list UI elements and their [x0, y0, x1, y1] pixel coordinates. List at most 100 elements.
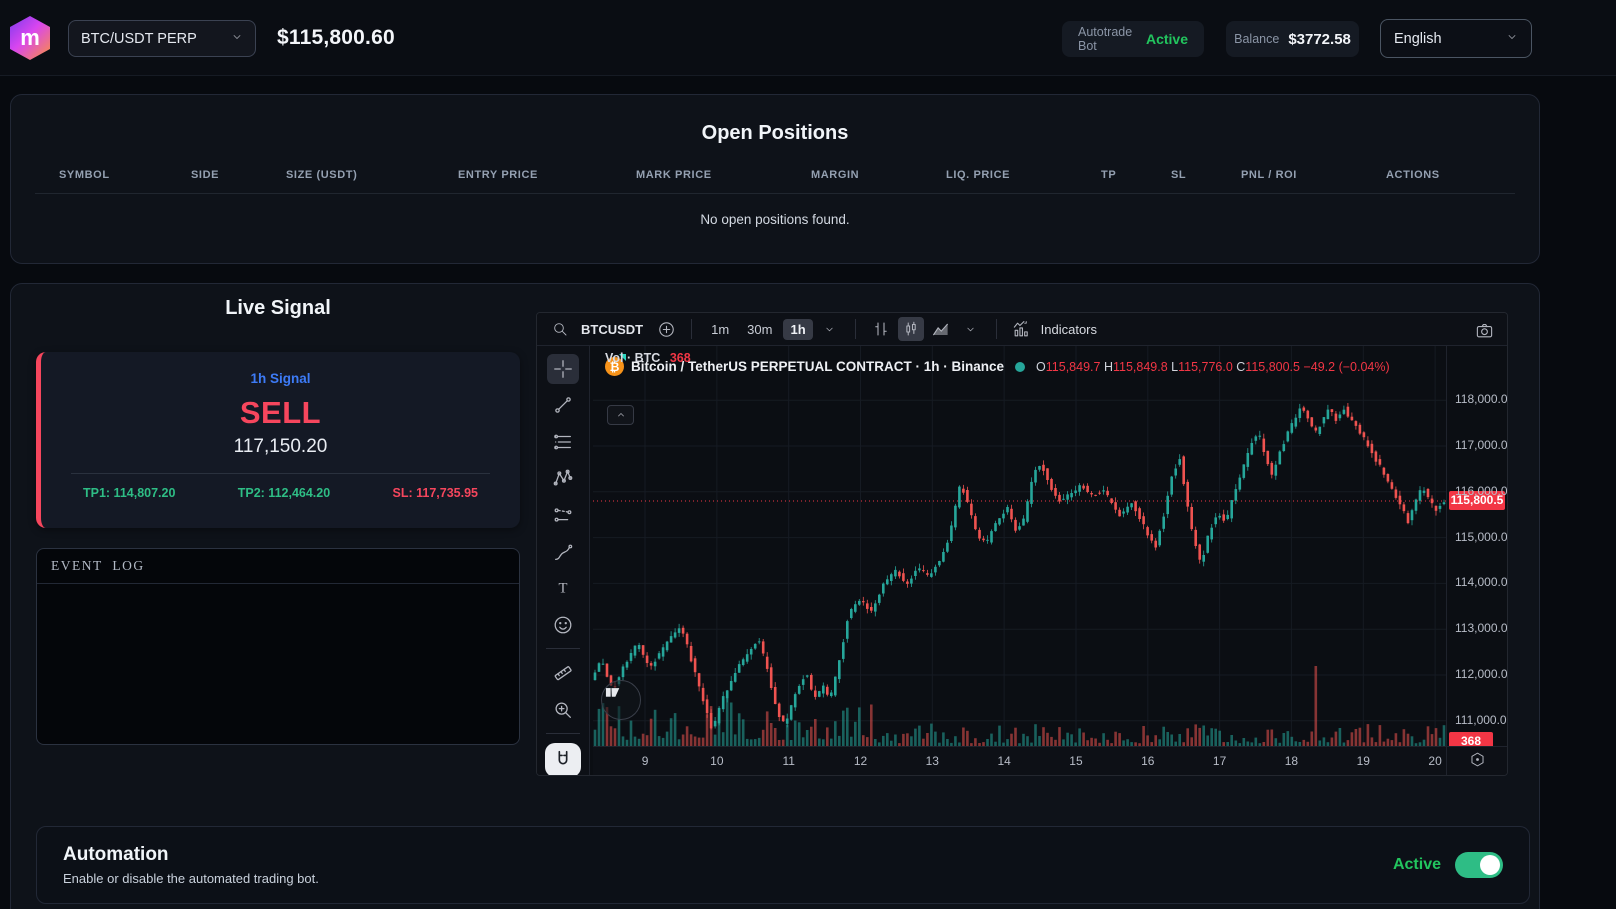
drawing-tool-rail: T: [537, 346, 590, 775]
svg-text:T: T: [559, 581, 568, 597]
style-menu-icon[interactable]: [958, 317, 984, 341]
take-profit-1: TP1: 114,807.20: [83, 486, 176, 500]
indicators-icon[interactable]: [1009, 317, 1035, 341]
app-header: m BTC/USDT PERP $115,800.60 Autotrade Bo…: [0, 0, 1616, 76]
price-axis-label: 114,000.0: [1455, 575, 1508, 590]
xabcd-pattern-tool-icon[interactable]: [547, 464, 579, 494]
ohlc-change-value: −49.2 (−0.04%): [1303, 359, 1390, 374]
candlestick-chart: [593, 346, 1446, 746]
balance-pill: Balance $3772.58: [1226, 21, 1359, 57]
logo-letter: m: [20, 25, 40, 50]
event-log-title: EVENT LOG: [37, 549, 519, 584]
time-axis-label: 19: [1356, 754, 1370, 768]
language-selector[interactable]: English: [1380, 19, 1532, 58]
autotrade-label: Autotrade Bot: [1078, 25, 1133, 53]
open-positions-panel: Open Positions SYMBOL SIDE SIZE (USDT) E…: [10, 94, 1540, 264]
live-signal-title: Live Signal: [225, 297, 331, 319]
automation-title: Automation: [63, 844, 169, 865]
price-axis-label: 113,000.0: [1455, 621, 1508, 636]
time-axis-label: 12: [853, 754, 868, 768]
signal-action: SELL: [239, 395, 322, 430]
zoom-in-tool-icon[interactable]: [547, 695, 579, 725]
event-log-panel: EVENT LOG: [36, 548, 520, 745]
emoji-tool-icon[interactable]: [547, 610, 579, 640]
automation-toggle[interactable]: [1455, 852, 1503, 878]
time-axis-label: 17: [1212, 754, 1227, 768]
col-sl: SL: [1171, 169, 1187, 181]
timeframe-1h[interactable]: 1h: [783, 318, 813, 340]
timeframe-30m[interactable]: 30m: [747, 321, 773, 337]
col-size: SIZE (USDT): [286, 169, 358, 181]
app-logo: m: [10, 16, 50, 60]
time-axis-label: 10: [710, 754, 724, 768]
current-price: $115,800.60: [277, 26, 395, 49]
area-style-icon[interactable]: [928, 317, 954, 341]
indicators-label[interactable]: Indicators: [1040, 321, 1098, 337]
bars-style-icon[interactable]: [868, 317, 894, 341]
timeframe-1m[interactable]: 1m: [711, 321, 730, 337]
col-symbol: SYMBOL: [59, 169, 110, 181]
ohlc-high-label: H: [1103, 359, 1113, 374]
toggle-knob: [1480, 855, 1500, 875]
chevron-down-icon: [1506, 31, 1518, 47]
positions-table-header: SYMBOL SIDE SIZE (USDT) ENTRY PRICE MARK…: [11, 169, 1539, 181]
automation-text: Automation Enable or disable the automat…: [63, 844, 319, 886]
volume-value: 368: [669, 351, 691, 365]
automation-description: Enable or disable the automated trading …: [63, 871, 319, 886]
autotrade-status-pill: Autotrade Bot Active: [1062, 21, 1204, 57]
chart-symbol[interactable]: BTCUSDT: [581, 321, 644, 337]
take-profit-2: TP2: 112,464.20: [237, 486, 331, 500]
screenshot-camera-icon[interactable]: [1471, 318, 1497, 342]
signal-card: 1h Signal SELL 117,150.20 TP1: 114,807.2…: [36, 352, 520, 528]
price-axis-label: 116,000.0: [1455, 483, 1508, 498]
balance-value: $3772.58: [1288, 30, 1351, 48]
toolbar-separator: [995, 319, 997, 339]
price-axis-label: 117,000.0: [1455, 438, 1508, 453]
chart-toolbar: BTCUSDT 1m 30m 1h Indicators: [537, 313, 1507, 346]
ohlc-low-value: 115,776.0: [1178, 359, 1233, 374]
measure-ruler-tool-icon[interactable]: [547, 658, 579, 688]
time-axis-label: 20: [1428, 754, 1442, 768]
time-axis-label: 16: [1141, 754, 1155, 768]
ohlc-open-value: 115,849.7: [1045, 359, 1101, 374]
pair-selector[interactable]: BTC/USDT PERP: [68, 20, 256, 57]
projection-tool-icon[interactable]: [547, 500, 579, 530]
candles-style-icon[interactable]: [897, 317, 924, 341]
market-status-dot: [1015, 361, 1026, 372]
legend-collapse-button[interactable]: [607, 405, 634, 425]
time-axis-label: 11: [782, 754, 795, 768]
ohlc-open-label: O: [1036, 359, 1046, 374]
chart-plot-area[interactable]: [593, 346, 1446, 746]
time-axis-label: 15: [1069, 754, 1083, 768]
price-axis-label: 111,000.0: [1455, 712, 1507, 727]
time-axis-label: 9: [641, 754, 649, 768]
signal-divider: [71, 473, 490, 474]
compare-add-icon[interactable]: [653, 317, 679, 341]
price-axis-label: 112,000.0: [1455, 667, 1508, 682]
crosshair-tool-icon[interactable]: [547, 354, 579, 384]
col-mark-price: MARK PRICE: [636, 169, 712, 181]
trend-line-tool-icon[interactable]: [547, 391, 579, 421]
timeframe-menu-icon[interactable]: [817, 317, 843, 341]
time-axis-label: 18: [1284, 754, 1299, 768]
rail-divider: [546, 733, 580, 735]
price-axis[interactable]: 115,800.5 368 118,000.0 117,000.0 116,000.…: [1446, 346, 1508, 751]
tradingview-logo[interactable]: [601, 680, 641, 720]
magnet-tool-icon[interactable]: [545, 743, 581, 775]
fib-retracement-tool-icon[interactable]: [547, 427, 579, 457]
ohlc-high-value: 115,849.8: [1112, 359, 1168, 374]
volume-label: Vol · BTC: [605, 351, 661, 365]
open-positions-title: Open Positions: [701, 122, 849, 144]
col-tp: TP: [1101, 169, 1117, 181]
text-tool-icon[interactable]: T: [547, 573, 579, 603]
legend-ohlc: O115,849.7 H115,849.8 L115,776.0 C115,80…: [1036, 360, 1390, 374]
time-axis-label: 14: [997, 754, 1011, 768]
brush-tool-icon[interactable]: [547, 537, 579, 567]
col-margin: MARGIN: [811, 169, 860, 181]
chart-settings-gear-icon[interactable]: [1469, 751, 1486, 773]
time-axis[interactable]: 9 10 11 12 13 14 15 16 17 18 19 20: [593, 746, 1446, 775]
time-axis-label: 13: [925, 754, 939, 768]
search-icon[interactable]: [547, 317, 573, 341]
table-divider: [35, 193, 1515, 194]
automation-panel: Automation Enable or disable the automat…: [36, 826, 1530, 904]
